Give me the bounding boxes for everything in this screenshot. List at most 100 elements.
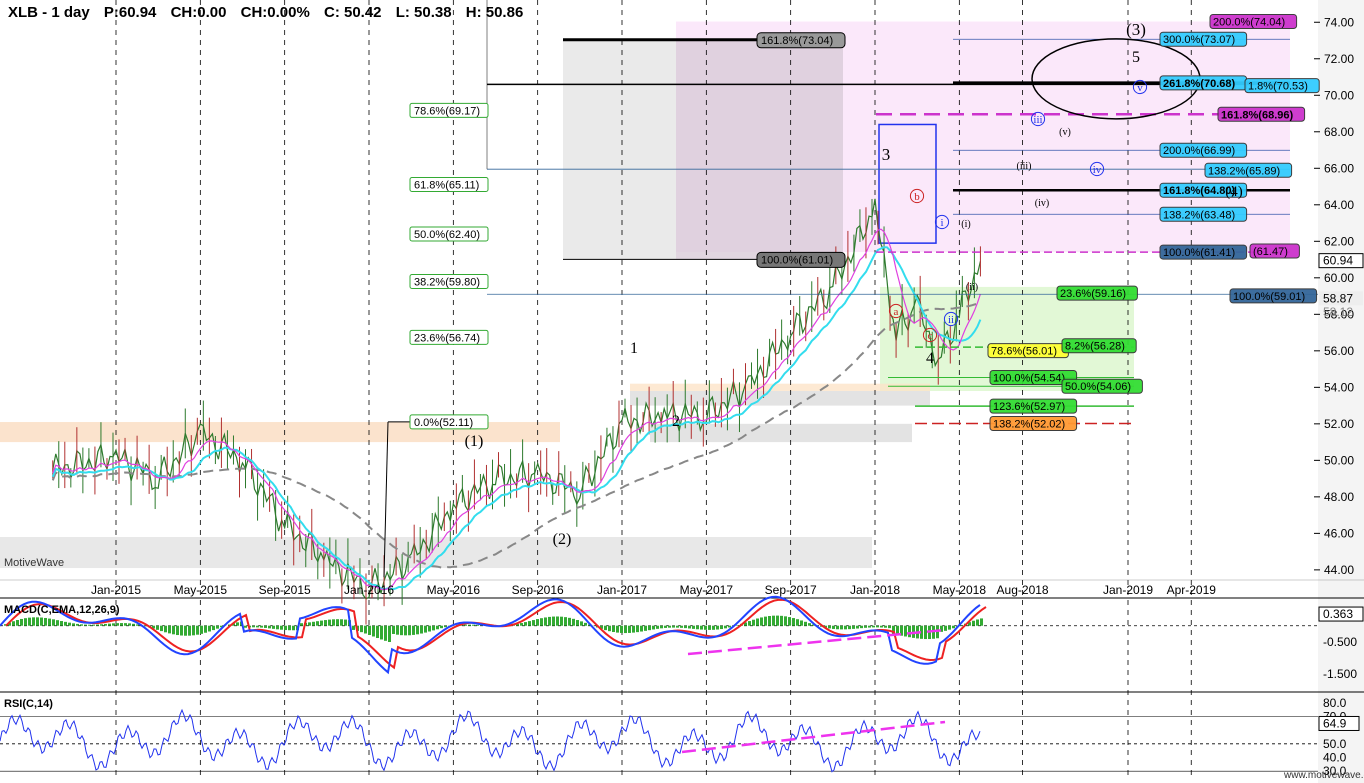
price-tick-label: 62.00 [1324,234,1354,248]
wave-label: 5 [1132,49,1140,66]
macd-hist-bar [8,622,11,626]
macd-hist-bar [252,625,255,628]
macd-hist-bar [976,619,979,626]
macd-hist-bar [68,622,71,626]
macd-hist-bar [44,617,47,626]
macd-hist-bar [760,617,763,626]
wave-label: b [914,191,920,203]
macd-hist-bar [396,625,399,635]
macd-hist-bar [72,623,75,626]
time-tick-label: May-2017 [680,583,734,597]
time-tick-label: Apr-2019 [1167,583,1217,597]
fib-label-box [756,32,846,49]
macd-hist-bar [908,625,911,638]
macd-hist-bar [92,624,95,626]
price-tick-label: 54.00 [1324,380,1354,394]
macd-hist-bar [420,625,423,634]
price-tick-label: 48.00 [1324,490,1354,504]
macd-hist-bar [280,625,283,630]
change-pct-label: CH:0.00% [240,4,310,21]
macd-hist-bar [768,616,771,626]
current-price-label: 60.94 [1323,254,1353,268]
macd-hist-bar [572,618,575,626]
macd-hist-bar [96,624,99,626]
fib-label-box [989,369,1078,385]
macd-hist-bar [876,625,879,628]
wave-label: 2 [672,413,680,430]
macd-hist-bar [564,617,567,626]
fib-label: 161.8%(68.96) [1221,109,1293,121]
wave-label: (4) [1225,184,1243,200]
wave-label-circle [943,311,959,327]
fib-label: 100.0%(54.54) [993,372,1065,384]
fib-label: 138.2%(63.48) [1163,209,1235,221]
macd-hist-bar [28,617,31,626]
macd-hist-bar [476,624,479,626]
macd-hist-bar [664,625,667,628]
macd-hist-bar [520,623,523,626]
wave-label: iv [1093,164,1102,176]
wave-label-circle [934,214,950,230]
wave-label: (ii) [966,282,978,293]
fib-label: 0.0%(52.11) [414,417,473,429]
price-tick-label: 44.00 [1324,563,1354,577]
macd-trendline [687,628,946,656]
macd-hist-bar [772,615,775,626]
low-label: L: 50.38 [395,4,452,21]
macd-hist-bar [780,615,783,626]
macd-hist-bar [948,625,951,630]
fib-label: 61.8%(65.11) [414,180,479,192]
macd-value-box [1318,606,1364,622]
macd-hist-bar [40,617,43,626]
macd-hist-bar [220,625,223,628]
macd-hist-bar [404,625,407,636]
wave-label: v [1137,82,1143,94]
macd-hist-bar [804,621,807,626]
macd-tick-label: 0.363 [1323,607,1353,621]
macd-hist-bar [892,625,895,635]
wave-label-circle [909,188,925,204]
macd-hist-bar [264,625,267,628]
macd-hist-bar [136,624,139,626]
macd-tick-label: -1.500 [1323,667,1357,681]
macd-hist-bar [36,617,39,626]
macd-hist-bar [896,625,899,635]
resistance-zone-orange [630,383,930,391]
macd-hist-bar [384,625,387,641]
rsi-line [0,708,981,773]
wave-label: iii [1033,114,1042,126]
fib-label-box [1217,106,1306,122]
macd-hist-bar [156,625,159,630]
macd-hist-bar [380,625,383,640]
price-tick-label: 52.00 [1324,417,1354,431]
price-tick-label: 70.00 [1324,88,1354,102]
macd-hist-bar [900,625,903,636]
macd-hist-bar [884,625,887,628]
macd-hist-bar [400,625,403,636]
macd-hist-bar [608,625,611,632]
macd-label: MACD(C,EMA,12,26,9) [4,604,120,616]
price-tick-label: 68.00 [1324,125,1354,139]
macd-hist-bar [856,625,859,629]
macd-hist-bar [524,622,527,626]
price-axis-background [1318,0,1364,783]
price-tick-label: 72.00 [1324,52,1354,66]
watermark-url: www.motivewave.com [1284,770,1364,781]
fib-label-box [409,414,489,430]
price-tick-label: 74.00 [1324,15,1354,29]
macd-hist-bar [84,624,87,626]
marker-label: 58.12 [1323,305,1353,319]
macd-hist-bar [952,625,955,629]
marker-label: 58.87 [1323,291,1353,305]
fib-label: 200.0%(66.99) [1163,145,1235,157]
macd-hist-bar [80,624,83,626]
macd-hist-bar [652,625,655,630]
macd-hist-bar [752,619,755,626]
macd-hist-bar [472,624,475,626]
fib-label: 300.0%(73.07) [1163,34,1235,46]
fib-label: 50.0%(62.40) [414,229,480,241]
time-tick-label: Jan-2019 [1103,583,1153,597]
macd-hist-bar [48,618,51,626]
macd-hist-bar [364,625,367,634]
